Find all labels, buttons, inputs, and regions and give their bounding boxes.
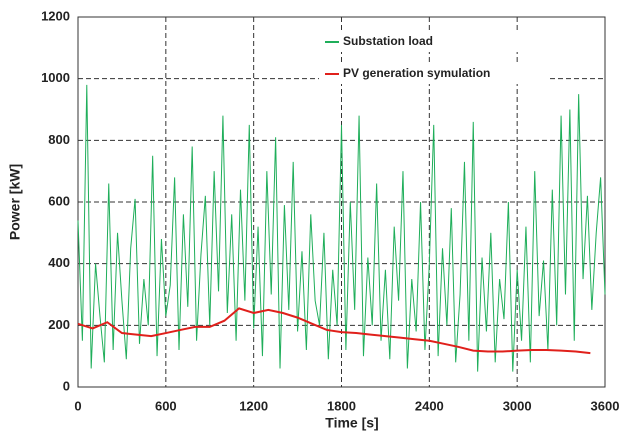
x-axis-label: Time [s] xyxy=(325,415,378,431)
y-tick-label: 1000 xyxy=(41,70,70,85)
y-tick-label: 600 xyxy=(48,193,70,208)
plot-frame xyxy=(77,16,606,388)
x-tick-label: 1200 xyxy=(239,398,268,413)
series-line xyxy=(77,84,606,372)
legend-label: PV generation symulation xyxy=(343,66,490,80)
y-tick-label: 400 xyxy=(48,255,70,270)
y-axis-label: Power [kW] xyxy=(7,164,23,240)
series-line xyxy=(77,307,591,355)
x-tick-label: 600 xyxy=(155,398,177,413)
y-tick-label: 1200 xyxy=(41,8,70,23)
x-tick-label: 0 xyxy=(74,398,81,413)
x-tick-label: 2400 xyxy=(415,398,444,413)
legend-bg xyxy=(319,32,549,52)
y-tick-label: 200 xyxy=(48,317,70,332)
legend-bg xyxy=(319,64,549,84)
x-tick-label: 3600 xyxy=(591,398,620,413)
x-tick-label: 1800 xyxy=(327,398,356,413)
x-tick-label: 3000 xyxy=(503,398,532,413)
y-tick-label: 0 xyxy=(63,378,70,393)
legend-label: Substation load xyxy=(343,34,433,48)
y-tick-label: 800 xyxy=(48,132,70,147)
